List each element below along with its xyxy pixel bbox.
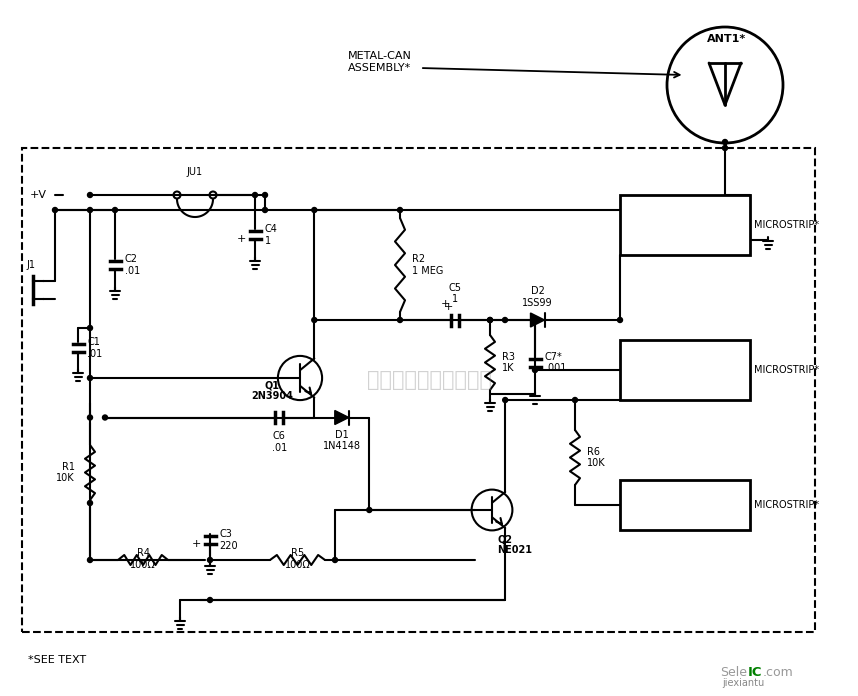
Text: R5
100Ω: R5 100Ω	[285, 548, 311, 569]
Circle shape	[263, 207, 268, 212]
Text: METAL-CAN
ASSEMBLY*: METAL-CAN ASSEMBLY*	[348, 51, 412, 73]
Bar	[22, 148, 815, 632]
Text: R4
100Ω: R4 100Ω	[130, 548, 156, 569]
Circle shape	[88, 376, 93, 381]
Circle shape	[503, 397, 508, 402]
Text: 杭州炼零科技有限公司: 杭州炼零科技有限公司	[367, 370, 492, 390]
Text: jiexiantu: jiexiantu	[722, 678, 764, 688]
Text: .com: .com	[763, 665, 794, 679]
Circle shape	[572, 397, 577, 402]
Text: +: +	[441, 299, 450, 309]
Circle shape	[618, 317, 623, 322]
Text: R2
1 MEG: R2 1 MEG	[412, 254, 444, 276]
Text: IC: IC	[748, 665, 763, 679]
Circle shape	[208, 597, 213, 603]
Text: 2N3904: 2N3904	[251, 391, 293, 401]
Text: JU1: JU1	[187, 167, 203, 177]
Circle shape	[88, 207, 93, 212]
Text: D1
1N4148: D1 1N4148	[323, 429, 361, 451]
Text: +: +	[444, 303, 453, 313]
Circle shape	[88, 557, 93, 562]
Text: C2
.01: C2 .01	[124, 254, 140, 276]
Circle shape	[397, 207, 402, 212]
Circle shape	[252, 193, 257, 198]
Circle shape	[88, 415, 93, 420]
Circle shape	[263, 193, 268, 198]
Text: C1
.01: C1 .01	[88, 337, 103, 359]
Text: ANT1*: ANT1*	[707, 34, 746, 44]
Circle shape	[333, 557, 337, 562]
Text: +V: +V	[30, 190, 47, 200]
Circle shape	[52, 207, 57, 212]
Bar	[620, 195, 750, 255]
Circle shape	[311, 317, 317, 322]
Text: +: +	[237, 234, 246, 244]
Circle shape	[722, 145, 728, 150]
Bar	[620, 480, 750, 530]
Text: Q2: Q2	[497, 535, 512, 545]
Circle shape	[397, 317, 402, 322]
Circle shape	[503, 317, 507, 322]
Circle shape	[311, 207, 317, 212]
Circle shape	[208, 557, 213, 562]
Circle shape	[102, 415, 107, 420]
Text: R6
10K: R6 10K	[587, 447, 606, 468]
Text: +: +	[192, 539, 202, 549]
Text: D2
1SS99: D2 1SS99	[523, 286, 553, 308]
Text: Q1: Q1	[264, 381, 280, 391]
Text: Sele: Sele	[720, 665, 747, 679]
Bar	[620, 340, 750, 400]
Circle shape	[487, 317, 492, 322]
Text: C4
1: C4 1	[264, 224, 277, 246]
Circle shape	[367, 507, 372, 512]
Circle shape	[88, 193, 93, 198]
Text: *SEE TEXT: *SEE TEXT	[28, 655, 86, 665]
Circle shape	[722, 139, 728, 145]
Text: R3
1K: R3 1K	[502, 351, 515, 373]
Polygon shape	[335, 411, 349, 425]
Text: J1: J1	[27, 260, 35, 270]
Circle shape	[88, 326, 93, 331]
Polygon shape	[530, 313, 545, 327]
Text: MICROSTRIP*: MICROSTRIP*	[754, 365, 819, 375]
Text: C6
.01: C6 .01	[272, 431, 287, 452]
Text: NE021: NE021	[497, 545, 532, 555]
Text: MICROSTRIP*: MICROSTRIP*	[754, 220, 819, 230]
Text: MICROSTRIP*: MICROSTRIP*	[754, 500, 819, 510]
Text: C5
1: C5 1	[449, 283, 462, 305]
Text: C7*
.001: C7* .001	[545, 351, 566, 373]
Circle shape	[112, 207, 118, 212]
Circle shape	[487, 317, 492, 322]
Circle shape	[88, 500, 93, 505]
Text: C3
220: C3 220	[220, 529, 239, 551]
Text: R1
10K: R1 10K	[57, 461, 75, 483]
Circle shape	[533, 367, 537, 372]
